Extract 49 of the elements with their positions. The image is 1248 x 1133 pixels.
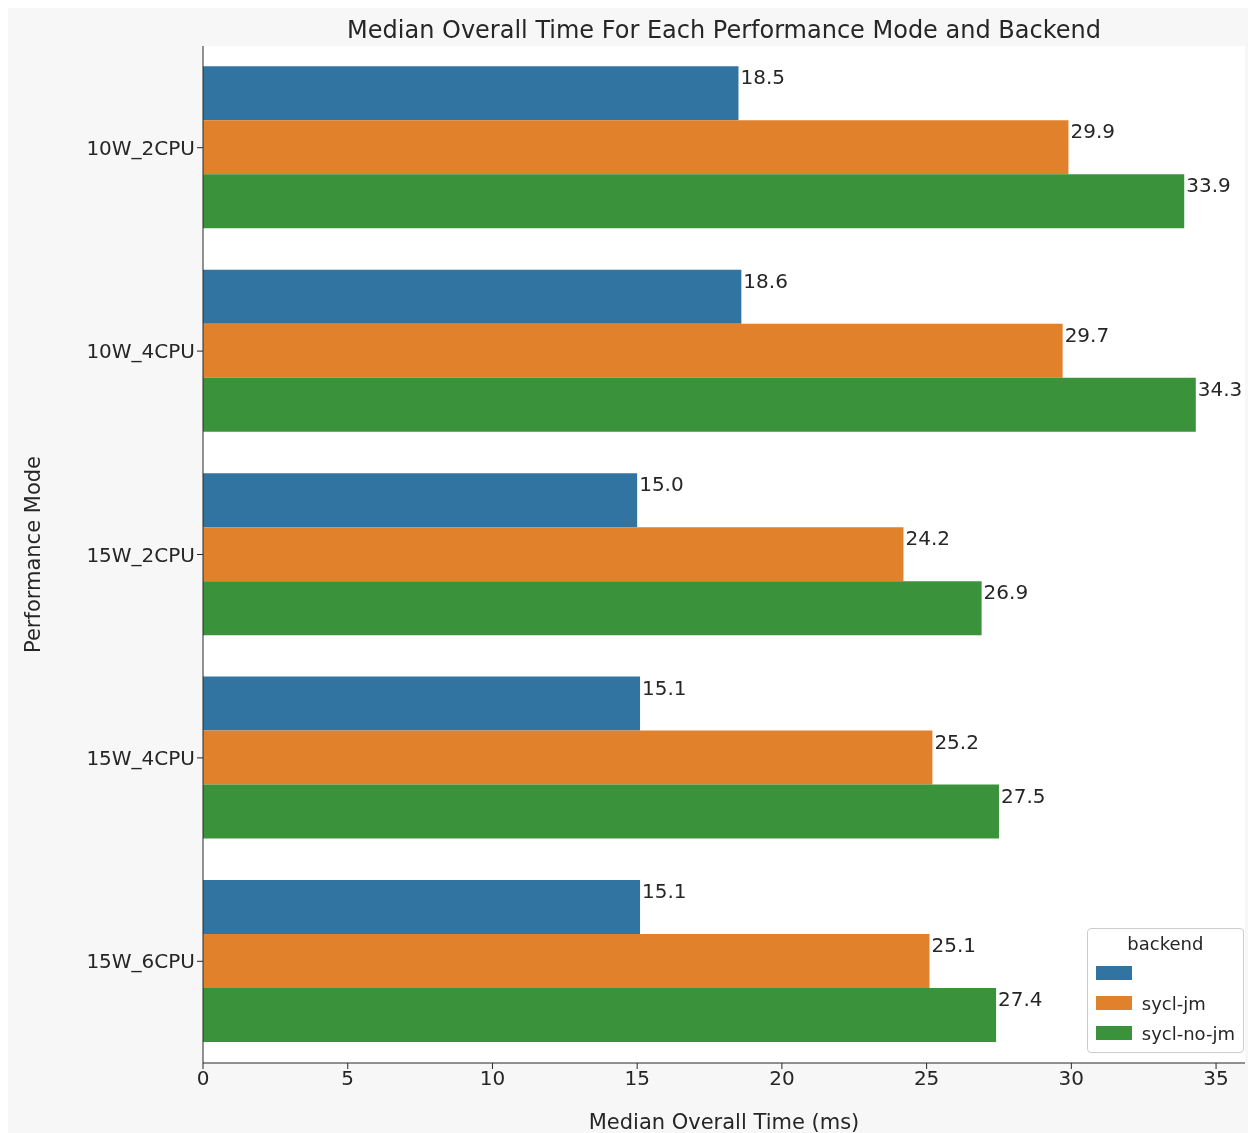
- x-tick-label: 5: [341, 1066, 355, 1091]
- x-tick-label: 10: [479, 1066, 506, 1091]
- y-tick-label: 10W_4CPU: [86, 339, 195, 364]
- data-label: 29.7: [1064, 322, 1110, 347]
- chart-title: Median Overall Time For Each Performance Mode and Backend: [347, 16, 1101, 44]
- data-label: 34.3: [1197, 376, 1243, 401]
- y-axis-title: Performance Mode: [21, 456, 46, 653]
- bar: [203, 527, 904, 582]
- data-label: 33.9: [1186, 173, 1231, 198]
- data-label: 15.1: [642, 878, 687, 903]
- x-axis-title: Median Overall Time (ms): [588, 1110, 860, 1133]
- bar: [203, 933, 930, 988]
- data-label: 27.5: [1000, 783, 1046, 808]
- data-label: 18.6: [743, 268, 788, 293]
- bar: [203, 66, 739, 121]
- bar: [203, 473, 638, 528]
- x-tick-label: 15: [624, 1066, 650, 1091]
- bar: [203, 784, 999, 839]
- bar: [203, 987, 997, 1042]
- x-tick-label: 30: [1058, 1066, 1085, 1091]
- y-tick-label: 15W_6CPU: [86, 949, 195, 974]
- bar: [203, 730, 933, 785]
- bar: [203, 581, 982, 636]
- data-label: 25.2: [934, 729, 979, 754]
- x-tick-label: 35: [1203, 1066, 1229, 1091]
- data-label: 24.2: [905, 526, 950, 551]
- data-label: 18.5: [740, 65, 785, 90]
- x-tick-label: 20: [769, 1066, 795, 1091]
- data-label: 27.4: [998, 986, 1043, 1011]
- data-label: 29.9: [1070, 119, 1115, 144]
- y-tick-label: 15W_4CPU: [86, 746, 195, 770]
- x-tick-label: 0: [196, 1066, 210, 1091]
- y-tick-label: 10W_2CPU: [86, 135, 195, 160]
- data-label: 15.1: [642, 675, 687, 700]
- bar: [203, 120, 1069, 175]
- data-label: 25.1: [931, 932, 977, 957]
- bar: [203, 174, 1185, 229]
- legend-label: sycl-jm: [1141, 992, 1206, 1014]
- bar: [203, 269, 742, 324]
- y-tick-label: 15W_2CPU: [86, 542, 195, 567]
- data-label: 15.0: [639, 472, 684, 497]
- x-tick-label: 25: [913, 1066, 940, 1091]
- bar: [203, 879, 641, 934]
- legend-title: backend: [1126, 933, 1205, 954]
- legend-label: sycl-no-jm: [1141, 1022, 1235, 1044]
- bar: [203, 377, 1196, 432]
- bar: [203, 676, 641, 731]
- bar: [203, 323, 1063, 378]
- data-label: 26.9: [983, 580, 1029, 605]
